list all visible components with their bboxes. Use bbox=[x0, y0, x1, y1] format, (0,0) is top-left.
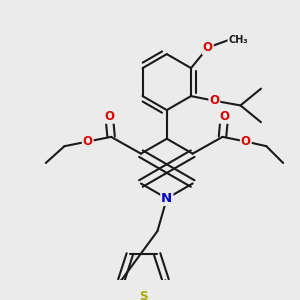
Text: O: O bbox=[241, 135, 251, 148]
Text: CH₃: CH₃ bbox=[228, 35, 248, 45]
Text: O: O bbox=[219, 110, 230, 123]
Text: O: O bbox=[83, 135, 93, 148]
Text: N: N bbox=[161, 192, 172, 205]
Text: S: S bbox=[139, 290, 148, 300]
Text: O: O bbox=[203, 41, 213, 54]
Text: O: O bbox=[104, 110, 114, 123]
Text: O: O bbox=[209, 94, 219, 107]
